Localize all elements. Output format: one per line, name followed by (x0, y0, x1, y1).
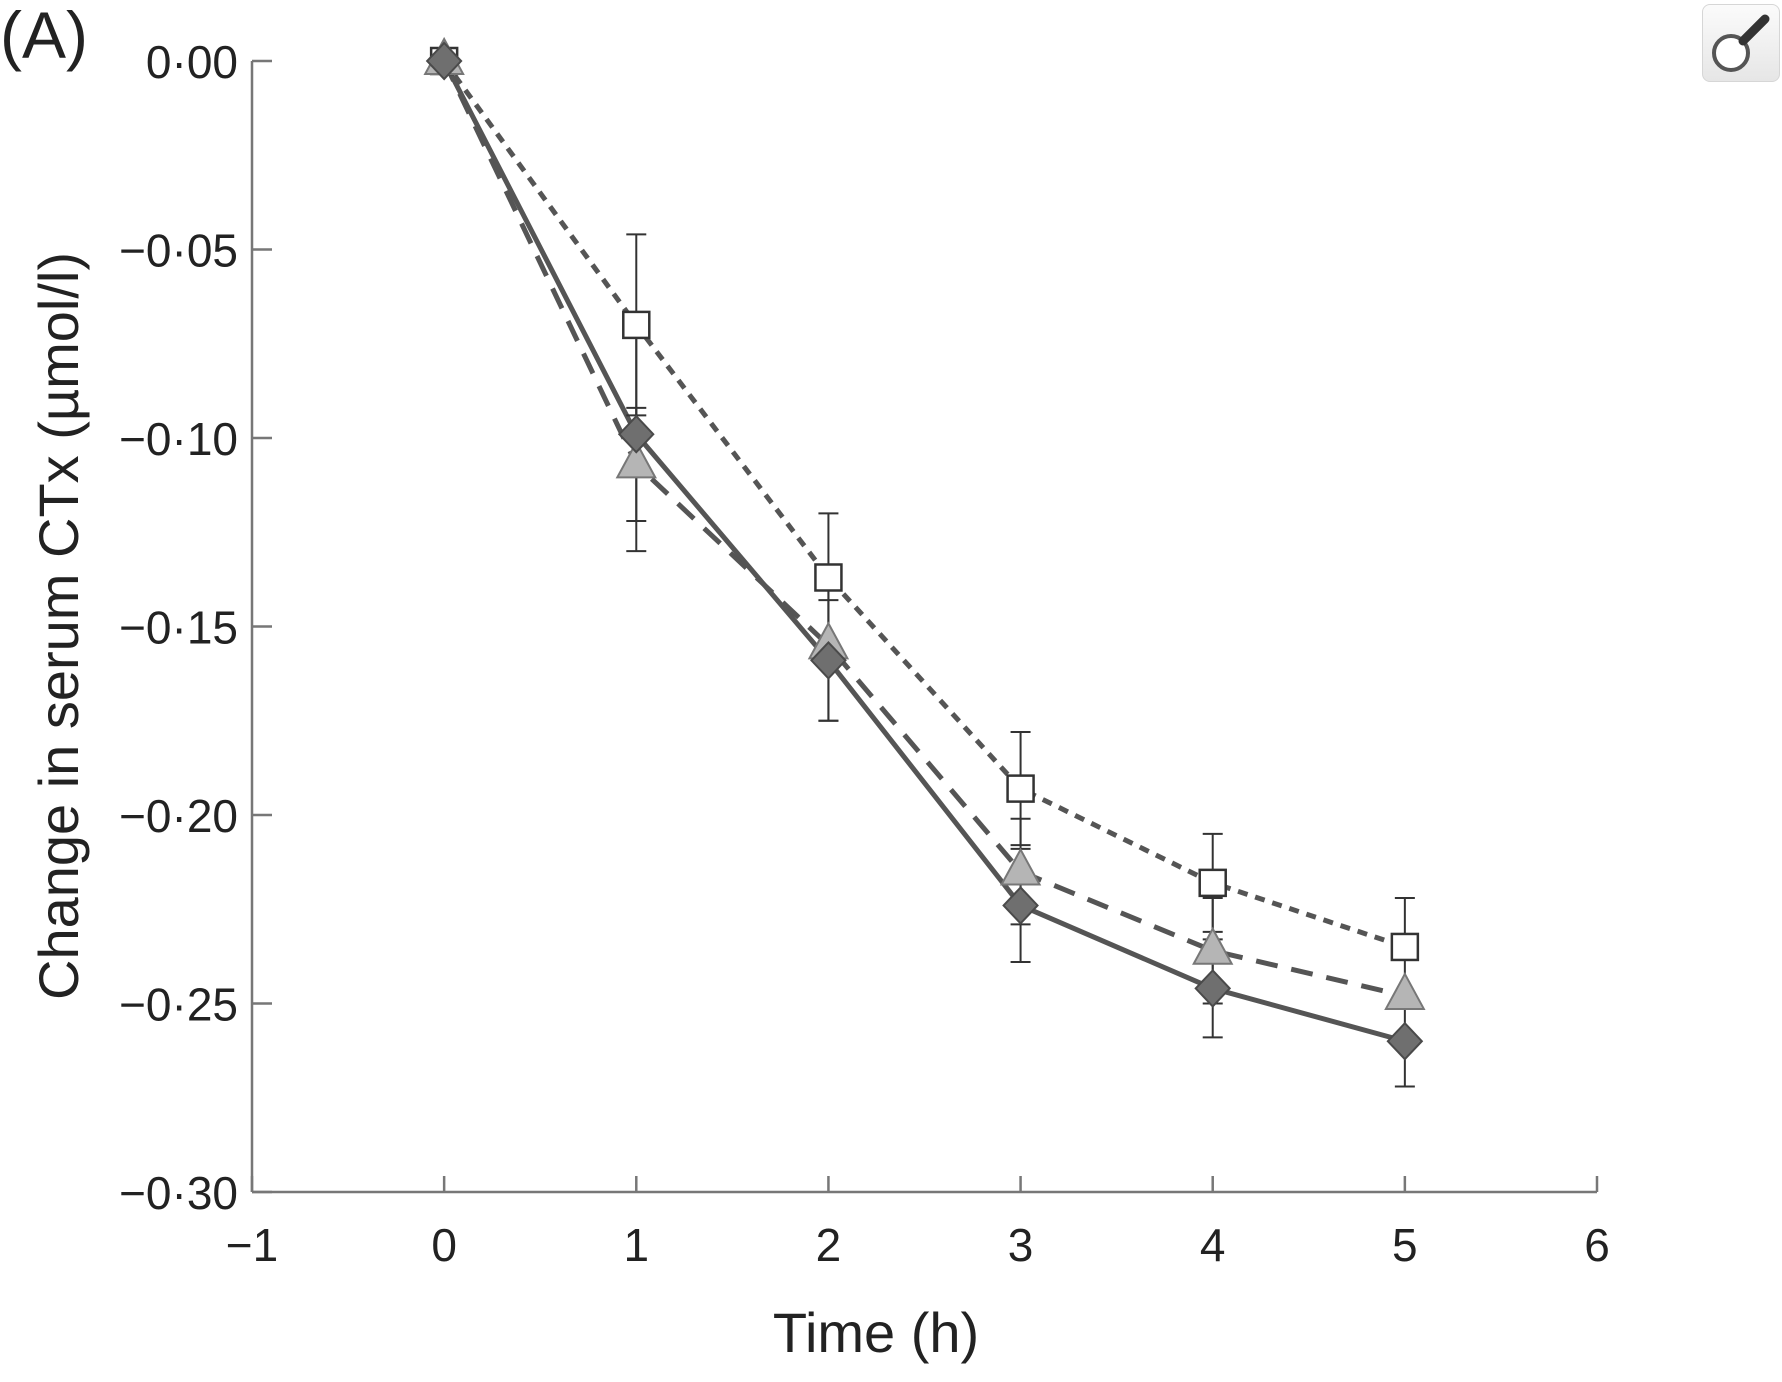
y-axis-label: Change in serum CTx (µmol/l) (27, 252, 90, 1000)
x-tick-label: 4 (1200, 1219, 1226, 1271)
y-tick-label: −0·15 (119, 602, 238, 654)
data-point-square (814, 563, 843, 592)
x-tick-label: 0 (431, 1219, 457, 1271)
y-tick-label: 0·00 (146, 36, 238, 88)
series-lines (441, 59, 1406, 1044)
series-line-3 (441, 59, 1406, 1044)
data-point-diamond (1386, 1021, 1424, 1061)
data-point-diamond (810, 640, 847, 680)
y-tick-label: −0·25 (119, 979, 238, 1031)
magnifier-icon (1712, 14, 1770, 72)
y-tick-label: −0·05 (119, 225, 238, 277)
data-point-diamond (425, 41, 463, 81)
y-ticks: 0·00 −0·05 −0·10 −0·15 −0·20 −0·25 −0·30 (119, 36, 272, 1219)
zoom-button[interactable] (1702, 4, 1780, 82)
series-line-2 (441, 59, 1406, 999)
data-point-triangle (615, 440, 657, 479)
data-point-diamond (617, 414, 655, 454)
y-tick-label: −0·30 (119, 1167, 238, 1219)
data-point-square (1198, 868, 1227, 898)
panel-label: (A) (0, 0, 88, 72)
data-point-diamond (1002, 886, 1039, 925)
x-tick-label: −1 (226, 1219, 278, 1271)
data-point-square (1006, 774, 1035, 803)
x-axis-label: Time (h) (773, 1301, 979, 1364)
x-tick-label: 2 (816, 1219, 842, 1271)
markers (423, 36, 1426, 1061)
error-bars (626, 233, 1415, 1088)
axes (250, 61, 1597, 1194)
x-tick-label: 1 (623, 1219, 649, 1271)
data-point-square (622, 310, 651, 340)
series-line-1 (442, 59, 1406, 950)
y-tick-label: −0·10 (119, 413, 238, 465)
data-point-triangle (999, 847, 1042, 886)
data-point-triangle (1384, 971, 1426, 1010)
x-tick-label: 3 (1008, 1219, 1034, 1271)
data-point-triangle (1192, 926, 1234, 965)
data-point-diamond (1194, 968, 1232, 1008)
x-ticks: −1 0 1 2 3 4 5 6 (226, 1176, 1610, 1271)
data-point-square (1390, 932, 1420, 962)
x-tick-label: 6 (1584, 1219, 1610, 1271)
x-tick-label: 5 (1392, 1219, 1418, 1271)
y-tick-label: −0·20 (119, 790, 238, 842)
